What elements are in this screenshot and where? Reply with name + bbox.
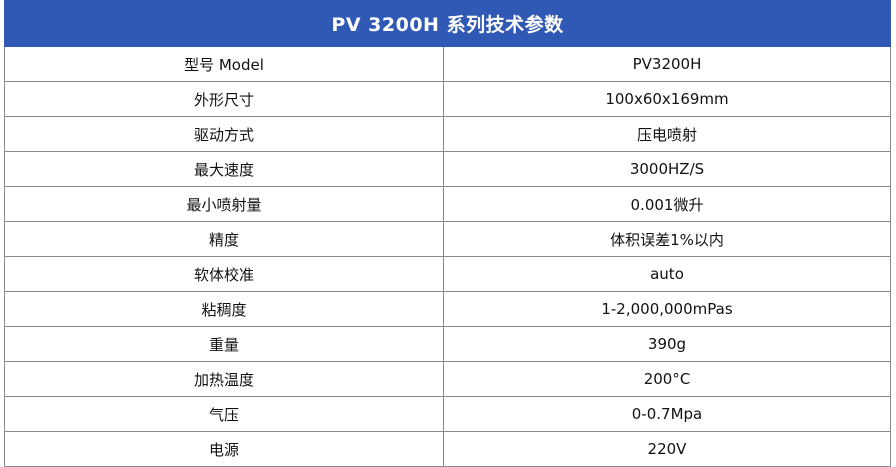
table-row: 驱动方式 压电喷射 (4, 116, 891, 152)
param-label: 粘稠度 (4, 291, 444, 327)
param-label: 精度 (4, 221, 444, 257)
param-value: 1-2,000,000mPas (443, 291, 891, 327)
table-row: 软体校准 auto (4, 256, 891, 292)
param-value: 200°C (443, 361, 891, 397)
param-label: 最大速度 (4, 151, 444, 187)
param-value: 390g (443, 326, 891, 362)
table-header-row: PV 3200H 系列技术参数 (4, 0, 891, 47)
param-label: 外形尺寸 (4, 81, 444, 117)
table-row: 粘稠度 1-2,000,000mPas (4, 291, 891, 327)
table-title: PV 3200H 系列技术参数 (4, 0, 891, 47)
param-value: PV3200H (443, 46, 891, 82)
table-row: 加热温度 200°C (4, 361, 891, 397)
param-label: 型号 Model (4, 46, 444, 82)
table-row: 最大速度 3000HZ/S (4, 151, 891, 187)
param-value: 0.001微升 (443, 186, 891, 222)
table-row: 精度 体积误差1%以内 (4, 221, 891, 257)
param-label: 气压 (4, 396, 444, 432)
param-label: 最小喷射量 (4, 186, 444, 222)
table-row: 气压 0-0.7Mpa (4, 396, 891, 432)
param-value: 100x60x169mm (443, 81, 891, 117)
param-label: 驱动方式 (4, 116, 444, 152)
param-label: 电源 (4, 431, 444, 467)
table-row: 重量 390g (4, 326, 891, 362)
param-value: auto (443, 256, 891, 292)
table-row: 型号 Model PV3200H (4, 46, 891, 82)
param-label: 重量 (4, 326, 444, 362)
param-value: 220V (443, 431, 891, 467)
param-value: 0-0.7Mpa (443, 396, 891, 432)
param-value: 体积误差1%以内 (443, 221, 891, 257)
spec-table: PV 3200H 系列技术参数 型号 Model PV3200H 外形尺寸 10… (4, 0, 891, 467)
param-label: 软体校准 (4, 256, 444, 292)
param-label: 加热温度 (4, 361, 444, 397)
spec-table-body: 型号 Model PV3200H 外形尺寸 100x60x169mm 驱动方式 … (4, 46, 891, 467)
param-value: 压电喷射 (443, 116, 891, 152)
param-value: 3000HZ/S (443, 151, 891, 187)
table-row: 最小喷射量 0.001微升 (4, 186, 891, 222)
table-row: 外形尺寸 100x60x169mm (4, 81, 891, 117)
table-row: 电源 220V (4, 431, 891, 467)
